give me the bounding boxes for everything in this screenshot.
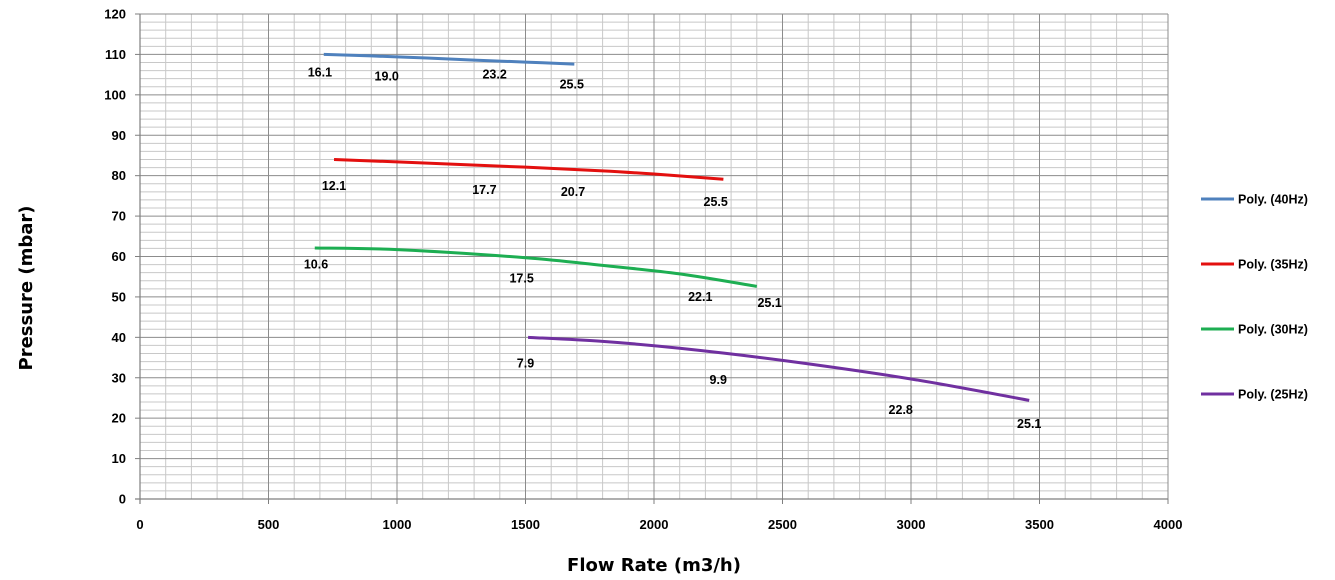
y-tick-label: 40	[112, 330, 126, 345]
y-tick-label: 80	[112, 168, 126, 183]
data-label: 22.1	[688, 290, 712, 304]
data-label: 12.1	[322, 179, 346, 193]
y-tick-label: 120	[104, 7, 126, 22]
legend: Poly. (40Hz) Poly. (35Hz) Poly. (30Hz) Poly…	[1201, 193, 1308, 402]
data-label: 10.6	[304, 258, 328, 272]
series-line	[314, 246, 758, 288]
x-tick-label: 1500	[511, 517, 540, 532]
y-tick-label: 90	[112, 128, 126, 143]
x-tick-label: 1000	[383, 517, 412, 532]
data-label: 23.2	[482, 68, 506, 82]
x-tick-label: 0	[136, 517, 143, 532]
tick-labels: 0 500 1000 1500 2000 2500 3000 3500 4000 0 10 20 30 4…	[104, 7, 1182, 533]
y-tick-label: 60	[112, 249, 126, 264]
x-tick-label: 500	[258, 517, 280, 532]
y-axis-title: Pressure (mbar)	[16, 206, 37, 371]
y-tick-label: 10	[112, 451, 126, 466]
data-label: 17.5	[509, 272, 533, 286]
data-label: 7.9	[517, 357, 534, 371]
y-tick-label: 70	[112, 209, 126, 224]
data-label: 25.1	[757, 296, 781, 310]
data-label: 17.7	[472, 183, 496, 197]
y-tick-label: 0	[119, 492, 126, 507]
x-tick-label: 2000	[640, 517, 669, 532]
x-tick-label: 3500	[1025, 517, 1054, 532]
data-label: 16.1	[308, 66, 332, 80]
series-line	[527, 335, 1030, 402]
series-line	[323, 52, 575, 66]
x-axis-title: Flow Rate (m3/h)	[567, 555, 741, 576]
series-line	[333, 158, 724, 181]
data-label: 25.5	[704, 195, 728, 209]
series-lines	[314, 52, 1030, 402]
data-label: 20.7	[561, 185, 585, 199]
point-labels: 16.1 19.0 23.2 25.5 12.1 17.7 20.7 25.5 10.6 17.5…	[304, 66, 1042, 432]
legend-label: Poly. (25Hz)	[1238, 388, 1308, 402]
x-tick-label: 4000	[1154, 517, 1183, 532]
data-label: 19.0	[375, 70, 399, 84]
data-label: 25.1	[1017, 417, 1041, 431]
data-label: 9.9	[710, 373, 727, 387]
y-tick-label: 110	[105, 47, 126, 62]
x-tick-label: 3000	[897, 517, 926, 532]
axes	[135, 13, 1169, 504]
legend-label: Poly. (35Hz)	[1238, 258, 1308, 272]
y-tick-label: 30	[112, 370, 126, 385]
grid-lines	[139, 13, 1169, 500]
legend-label: Poly. (30Hz)	[1238, 323, 1308, 337]
legend-label: Poly. (40Hz)	[1238, 193, 1308, 207]
data-label: 22.8	[889, 403, 913, 417]
data-label: 25.5	[560, 78, 584, 92]
y-tick-label: 100	[104, 87, 126, 102]
y-tick-label: 50	[112, 289, 126, 304]
x-tick-label: 2500	[768, 517, 797, 532]
y-tick-label: 20	[112, 411, 126, 426]
